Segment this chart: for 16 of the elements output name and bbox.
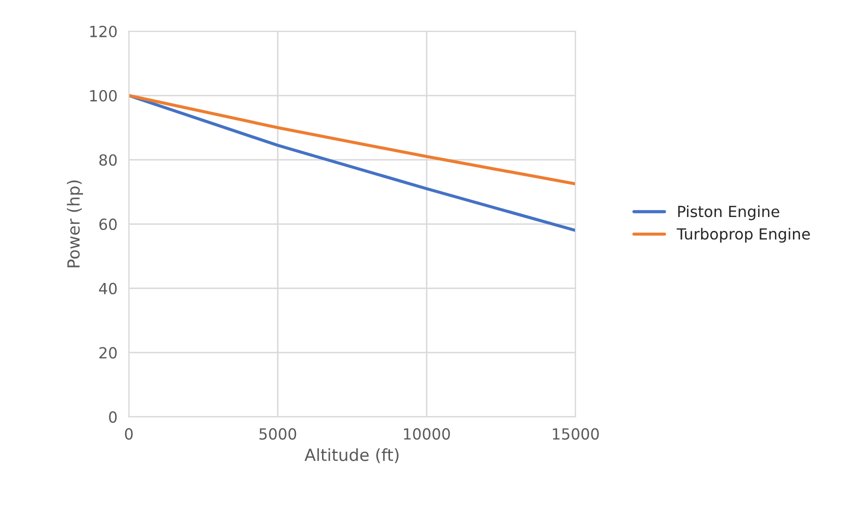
x-tick-label: 15000 [552, 428, 599, 440]
line-series [128, 94, 576, 186]
x-tick-label: 10000 [404, 428, 450, 440]
legend-label: Turboprop Engine [676, 228, 810, 243]
y-tick-label: 80 [99, 154, 117, 166]
x-axis-title: Altitude (ft) [304, 448, 399, 464]
legend-label: Piston Engine [678, 205, 780, 220]
x-tick-label: 5000 [259, 428, 296, 440]
y-axis-title: Power (hp) [66, 180, 84, 268]
x-tick-label: 0 [124, 428, 133, 440]
y-tick-label: 0 [109, 411, 117, 423]
y-tick-label: 120 [90, 26, 117, 38]
y-tick-label: 20 [99, 347, 117, 359]
y-tick-label: 60 [99, 218, 117, 230]
y-tick-label: 100 [90, 90, 117, 102]
y-tick-label: 40 [99, 282, 117, 294]
